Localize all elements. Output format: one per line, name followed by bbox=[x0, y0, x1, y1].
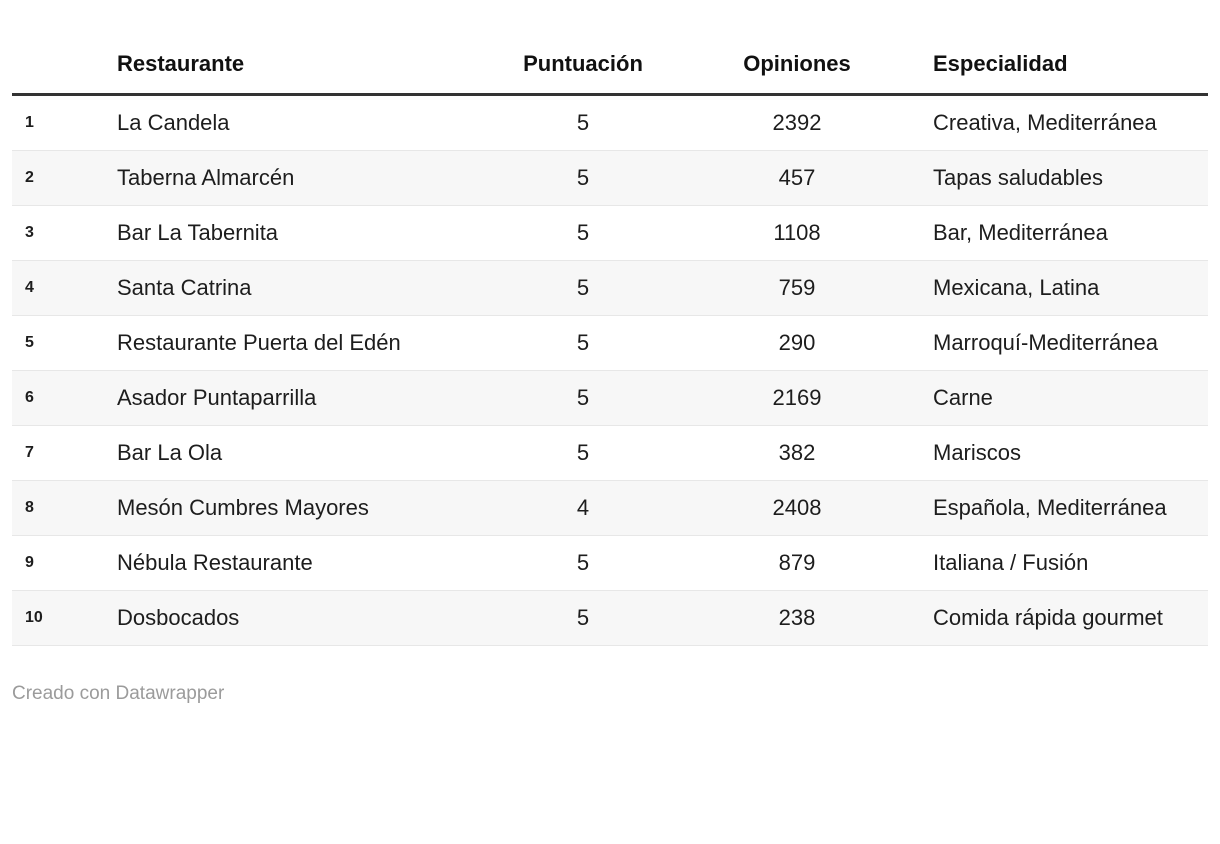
cell-opiniones: 879 bbox=[691, 535, 903, 591]
cell-rank: 10 bbox=[12, 590, 117, 646]
table-row: 2 Taberna Almarcén 5 457 Tapas saludable… bbox=[12, 150, 1208, 206]
table-row: 5 Restaurante Puerta del Edén 5 290 Marr… bbox=[12, 315, 1208, 371]
table-row: 10 Dosbocados 5 238 Comida rápida gourme… bbox=[12, 590, 1208, 646]
table-body: 1 La Candela 5 2392 Creativa, Mediterrán… bbox=[12, 94, 1208, 646]
cell-puntuacion: 5 bbox=[475, 150, 691, 206]
table-header: Restaurante Puntuación Opiniones Especia… bbox=[12, 34, 1208, 96]
cell-opiniones: 238 bbox=[691, 590, 903, 646]
table-row: 6 Asador Puntaparrilla 5 2169 Carne bbox=[12, 370, 1208, 426]
cell-especialidad: Creativa, Mediterránea bbox=[903, 94, 1208, 151]
table-row: 8 Mesón Cumbres Mayores 4 2408 Española,… bbox=[12, 480, 1208, 536]
cell-puntuacion: 5 bbox=[475, 94, 691, 151]
cell-especialidad: Bar, Mediterránea bbox=[903, 205, 1208, 261]
cell-opiniones: 382 bbox=[691, 425, 903, 481]
table-row: 7 Bar La Ola 5 382 Mariscos bbox=[12, 425, 1208, 481]
cell-puntuacion: 5 bbox=[475, 260, 691, 316]
cell-especialidad: Italiana / Fusión bbox=[903, 535, 1208, 591]
cell-rank: 9 bbox=[12, 535, 117, 591]
restaurante-column-header: Restaurante bbox=[117, 34, 475, 96]
table-row: 9 Nébula Restaurante 5 879 Italiana / Fu… bbox=[12, 535, 1208, 591]
cell-restaurante: Mesón Cumbres Mayores bbox=[117, 480, 475, 536]
cell-opiniones: 2408 bbox=[691, 480, 903, 536]
cell-restaurante: La Candela bbox=[117, 94, 475, 151]
especialidad-column-header: Especialidad bbox=[903, 34, 1208, 96]
cell-restaurante: Nébula Restaurante bbox=[117, 535, 475, 591]
opiniones-column-header: Opiniones bbox=[691, 34, 903, 96]
cell-restaurante: Dosbocados bbox=[117, 590, 475, 646]
cell-puntuacion: 4 bbox=[475, 480, 691, 536]
cell-opiniones: 290 bbox=[691, 315, 903, 371]
cell-restaurante: Asador Puntaparrilla bbox=[117, 370, 475, 426]
rank-column-header bbox=[12, 34, 117, 96]
cell-puntuacion: 5 bbox=[475, 370, 691, 426]
cell-opiniones: 2392 bbox=[691, 94, 903, 151]
cell-puntuacion: 5 bbox=[475, 535, 691, 591]
cell-restaurante: Restaurante Puerta del Edén bbox=[117, 315, 475, 371]
cell-puntuacion: 5 bbox=[475, 205, 691, 261]
cell-rank: 2 bbox=[12, 150, 117, 206]
cell-rank: 3 bbox=[12, 205, 117, 261]
cell-rank: 6 bbox=[12, 370, 117, 426]
table-row: 1 La Candela 5 2392 Creativa, Mediterrán… bbox=[12, 94, 1208, 151]
cell-especialidad: Española, Mediterránea bbox=[903, 480, 1208, 536]
cell-restaurante: Bar La Ola bbox=[117, 425, 475, 481]
cell-rank: 4 bbox=[12, 260, 117, 316]
cell-restaurante: Taberna Almarcén bbox=[117, 150, 475, 206]
header-row: Restaurante Puntuación Opiniones Especia… bbox=[12, 34, 1208, 96]
cell-especialidad: Comida rápida gourmet bbox=[903, 590, 1208, 646]
table-row: 4 Santa Catrina 5 759 Mexicana, Latina bbox=[12, 260, 1208, 316]
cell-rank: 8 bbox=[12, 480, 117, 536]
cell-rank: 1 bbox=[12, 94, 117, 151]
cell-opiniones: 457 bbox=[691, 150, 903, 206]
cell-rank: 7 bbox=[12, 425, 117, 481]
cell-restaurante: Bar La Tabernita bbox=[117, 205, 475, 261]
cell-especialidad: Tapas saludables bbox=[903, 150, 1208, 206]
cell-opiniones: 2169 bbox=[691, 370, 903, 426]
datawrapper-credit-link[interactable]: Creado con Datawrapper bbox=[12, 683, 225, 704]
cell-puntuacion: 5 bbox=[475, 315, 691, 371]
cell-rank: 5 bbox=[12, 315, 117, 371]
cell-opiniones: 759 bbox=[691, 260, 903, 316]
cell-especialidad: Marroquí-Mediterránea bbox=[903, 315, 1208, 371]
puntuacion-column-header: Puntuación bbox=[475, 34, 691, 96]
cell-restaurante: Santa Catrina bbox=[117, 260, 475, 316]
table-row: 3 Bar La Tabernita 5 1108 Bar, Mediterrá… bbox=[12, 205, 1208, 261]
datawrapper-table-chart: Restaurante Puntuación Opiniones Especia… bbox=[12, 34, 1208, 704]
restaurants-table: Restaurante Puntuación Opiniones Especia… bbox=[12, 34, 1208, 646]
cell-especialidad: Mariscos bbox=[903, 425, 1208, 481]
cell-especialidad: Carne bbox=[903, 370, 1208, 426]
cell-puntuacion: 5 bbox=[475, 590, 691, 646]
cell-opiniones: 1108 bbox=[691, 205, 903, 261]
cell-puntuacion: 5 bbox=[475, 425, 691, 481]
cell-especialidad: Mexicana, Latina bbox=[903, 260, 1208, 316]
